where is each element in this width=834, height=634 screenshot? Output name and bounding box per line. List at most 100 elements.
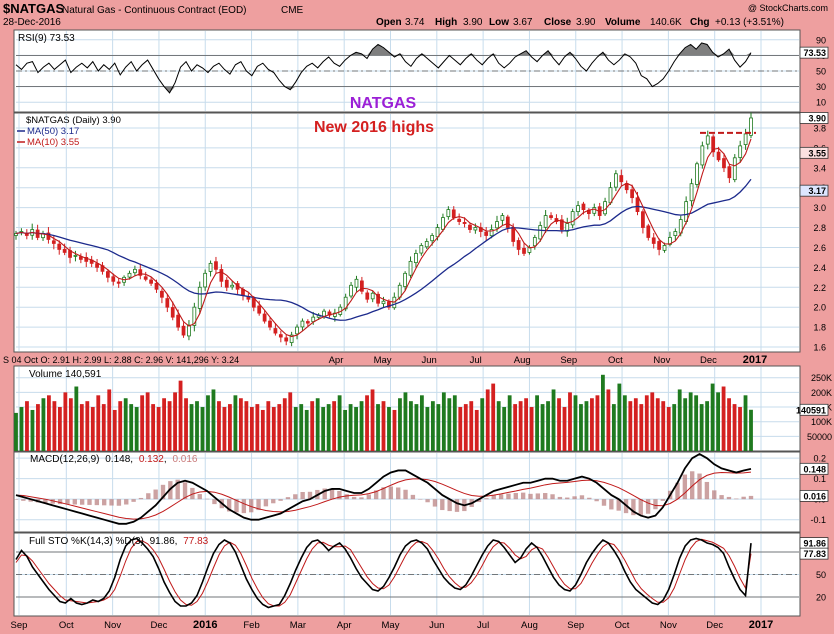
- ma10-legend: MA(10) 3.55: [27, 137, 79, 148]
- macd-histogram-bar: [528, 493, 533, 500]
- volume-bar: [573, 395, 578, 451]
- candle-body: [300, 320, 305, 328]
- volume-legend: Volume 140,591: [29, 369, 102, 380]
- macd-histogram-bar: [21, 499, 26, 501]
- candle-body: [646, 225, 651, 238]
- stochastic-k-line: [15, 537, 752, 609]
- candle-body: [749, 117, 753, 136]
- volume-bar: [480, 398, 485, 451]
- macd-plot: [13, 453, 754, 525]
- volume-bar: [436, 404, 441, 451]
- volume-bar: [96, 395, 101, 451]
- candle-body: [657, 241, 662, 250]
- volume-bar: [381, 401, 386, 451]
- volume-bar: [655, 398, 660, 451]
- macd-histogram-bar: [124, 499, 129, 505]
- volume-bar: [650, 392, 655, 451]
- volume-bar: [485, 389, 490, 451]
- volume-bar: [507, 395, 512, 451]
- volume-bar: [738, 407, 742, 451]
- macd-histogram-bar: [256, 499, 261, 511]
- candle-body: [343, 296, 348, 310]
- volume-bar: [19, 407, 24, 451]
- volume-bar: [474, 409, 479, 451]
- macd-histogram-bar: [322, 488, 327, 500]
- candle-body: [743, 133, 748, 146]
- candle-body: [538, 225, 543, 240]
- symbol-title: $NATGAS: [3, 1, 64, 16]
- volume-bar: [677, 389, 682, 451]
- volume-bar: [134, 407, 139, 451]
- x-axis-label: Aug: [521, 620, 538, 631]
- volume-tick-label: 250K: [811, 373, 832, 383]
- volume-bar: [430, 401, 435, 451]
- candle-body: [673, 231, 678, 236]
- volume-bar: [513, 404, 518, 451]
- candle-body: [360, 280, 364, 292]
- macd-signal-value: 0.132: [139, 454, 164, 465]
- macd-histogram-bar: [28, 499, 33, 502]
- macd-histogram-bar: [704, 481, 710, 500]
- candle-body: [365, 292, 370, 300]
- y-tick-label: 2.2: [813, 283, 826, 293]
- x-axis-label: Sep: [567, 620, 584, 631]
- volume-bar: [496, 401, 501, 451]
- y-tick-label: 0.2: [813, 454, 826, 464]
- volume-bar: [425, 407, 430, 451]
- macd-histogram-bar: [131, 499, 136, 502]
- volume-bar: [90, 407, 95, 451]
- candle-body: [716, 151, 721, 161]
- macd-histogram-bar: [366, 494, 371, 500]
- macd-histogram-bar: [271, 499, 276, 504]
- candle-body: [181, 325, 186, 336]
- volume-bar: [387, 407, 391, 451]
- candle-body: [111, 276, 116, 282]
- volume-bar: [666, 407, 671, 451]
- candle-body: [257, 305, 262, 314]
- volume-bar: [162, 398, 167, 451]
- low-label: Low: [489, 17, 509, 28]
- volume-bar: [211, 389, 216, 451]
- volume-bar: [590, 398, 594, 451]
- volume-bar: [370, 389, 375, 451]
- candle-body: [732, 157, 737, 181]
- volume-bar: [41, 398, 46, 451]
- open-value: 3.74: [405, 17, 425, 28]
- macd-histogram-bar: [50, 499, 55, 504]
- candle-body: [95, 263, 99, 268]
- value-marker: [799, 46, 829, 59]
- macd-histogram-bar: [293, 494, 298, 500]
- volume-bar: [447, 398, 452, 451]
- candle-body: [581, 203, 586, 210]
- macd-histogram-bar: [440, 499, 445, 511]
- candle-body: [641, 211, 645, 228]
- macd-histogram-bar: [631, 499, 636, 516]
- value-marker: [799, 547, 829, 560]
- volume-bar: [562, 407, 567, 451]
- macd-histogram-value: 0.016: [172, 454, 197, 465]
- volume-bar: [47, 395, 51, 451]
- volume-bar: [326, 404, 331, 451]
- candle-body: [522, 247, 526, 254]
- volume-bar: [217, 401, 221, 451]
- volume-bar: [178, 380, 183, 451]
- x-axis-label: Feb: [243, 620, 259, 631]
- x-axis-labels: Sep Oct Nov Dec 2016 Feb Mar Apr May Jun Jul Aug Sep…: [11, 354, 774, 631]
- y-tick-label: 3.0: [813, 203, 826, 213]
- macd-histogram-bar: [396, 487, 401, 500]
- candle-body: [387, 301, 391, 308]
- macd-histogram-bar: [234, 499, 239, 513]
- volume-bar: [595, 395, 600, 451]
- candle-body: [711, 136, 716, 153]
- volume-bar: [337, 395, 342, 451]
- macd-histogram-bar: [432, 499, 438, 507]
- macd-histogram-bar: [146, 493, 151, 500]
- volume-bar: [546, 401, 550, 451]
- macd-line: [15, 453, 752, 525]
- macd-histogram-bar: [498, 494, 504, 500]
- macd-histogram-bar: [454, 499, 460, 512]
- candle-body: [576, 205, 580, 212]
- candle-body: [208, 262, 213, 272]
- value-marker: [799, 184, 829, 197]
- volume-bar: [52, 401, 57, 451]
